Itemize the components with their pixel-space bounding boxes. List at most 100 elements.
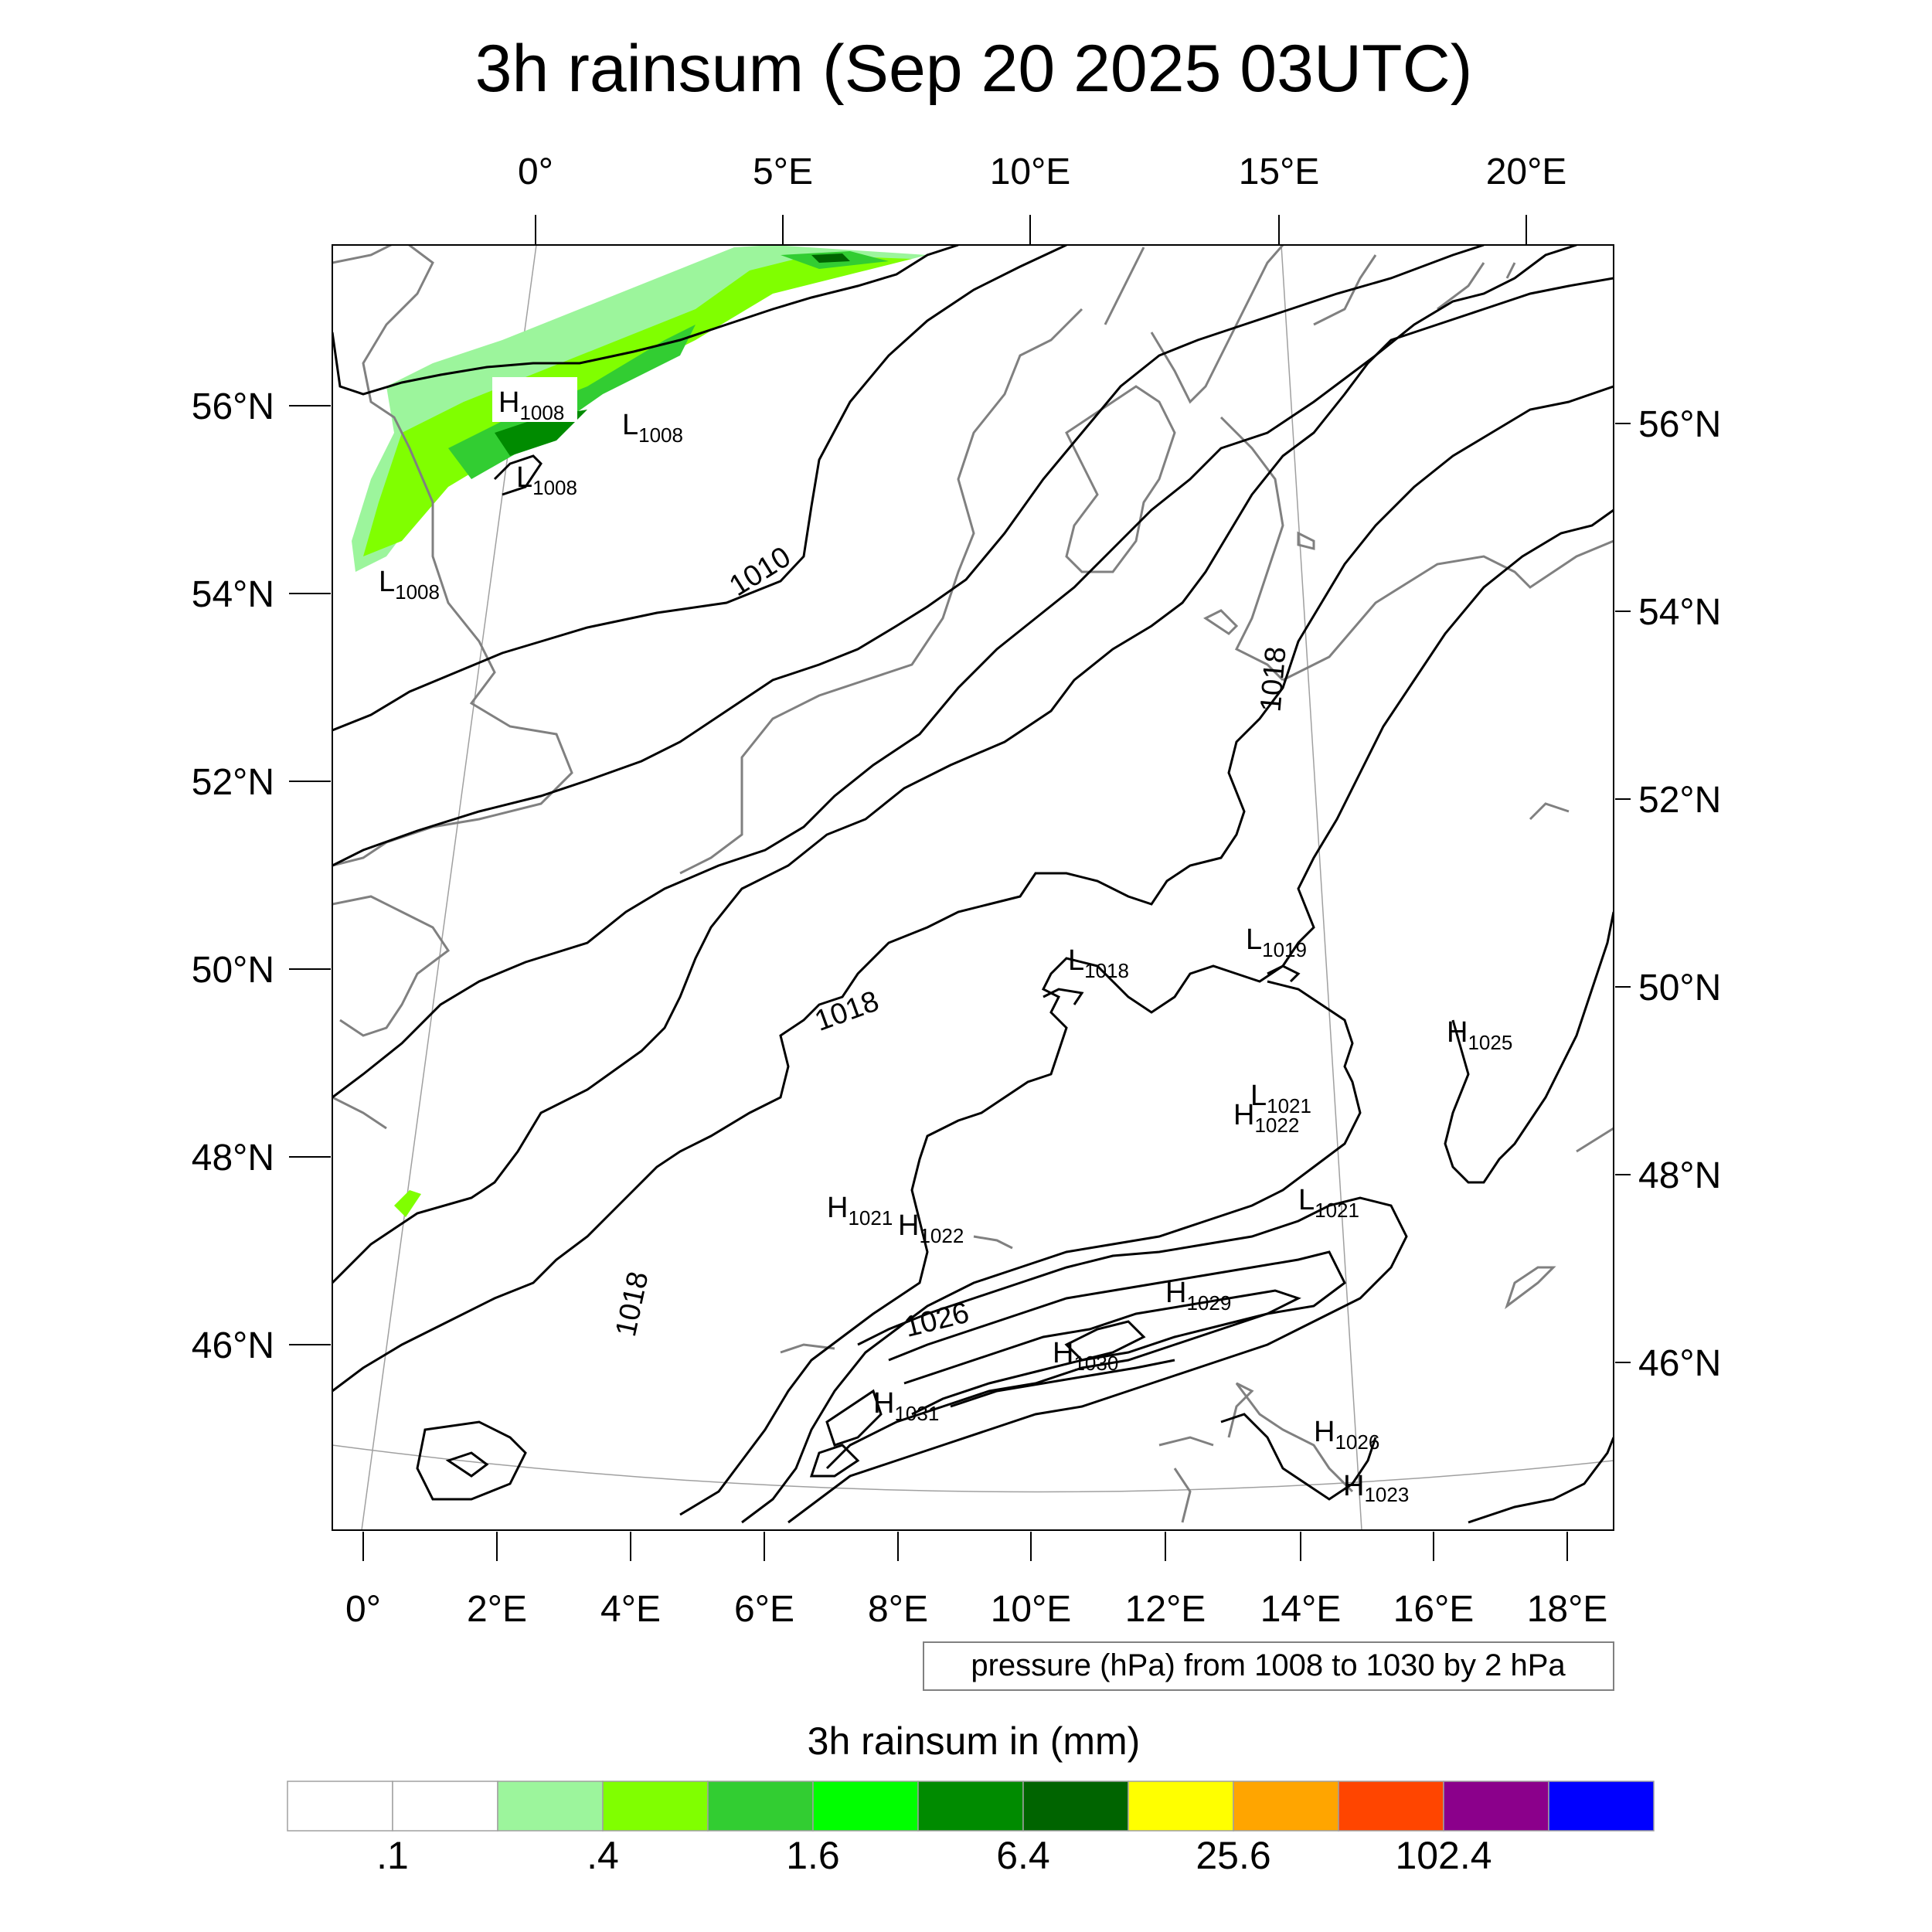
left-lat-label: 52°N (192, 762, 274, 803)
isobars (332, 245, 1614, 1524)
bottom-lon-label: 16°E (1393, 1589, 1475, 1630)
map-title: 3h rainsum (Sep 20 2025 03UTC) (475, 32, 1473, 106)
isobar-center-L1019 (1267, 964, 1301, 983)
right-latitude-axis: 56°N 54°N 52°N 50°N 48°N 46°N (1615, 404, 1721, 1384)
isobar-center-L1008 (493, 454, 543, 496)
graticule (332, 245, 1614, 1530)
bottom-lon-label: 8°E (868, 1589, 928, 1630)
coastlines (332, 245, 1614, 1523)
right-lat-label: 54°N (1638, 592, 1721, 633)
left-lat-label: 50°N (192, 950, 274, 991)
isobar-1018 (332, 385, 1614, 1393)
right-lat-label: 50°N (1638, 968, 1721, 1009)
pressure-center: H1030 (1053, 1337, 1118, 1375)
colorbar-cell (917, 1781, 1024, 1832)
colorbar-cell (1443, 1781, 1549, 1832)
left-lat-label: 48°N (192, 1138, 274, 1179)
pressure-center-box (492, 377, 577, 422)
contour-info-box: pressure (hPa) from 1008 to 1030 by 2 hP… (923, 1641, 1614, 1691)
isobar-alps-1 (787, 1196, 1408, 1524)
pressure-center: H1022 (898, 1209, 964, 1247)
isobar-w-1 (416, 1420, 527, 1501)
isobar-1008 (332, 245, 959, 396)
isobar-1024 (1444, 911, 1614, 1184)
isobar-se-2 (1468, 1437, 1614, 1524)
pressure-center: L1019 (1246, 923, 1307, 961)
bottom-lon-label: 12°E (1125, 1589, 1206, 1630)
map-frame (332, 244, 1614, 1531)
top-lon-label: 0° (518, 151, 553, 192)
colorbar-label: 102.4 (1395, 1834, 1492, 1877)
colorbar-cell (287, 1781, 393, 1832)
contour-info-text: pressure (hPa) from 1008 to 1030 by 2 hP… (971, 1648, 1566, 1682)
contour-label: 1026 (901, 1297, 972, 1344)
pressure-center: L1008 (622, 409, 683, 447)
bottom-lon-label: 6°E (734, 1589, 794, 1630)
contour-label: 1018 (1254, 645, 1292, 713)
bottom-lon-label: 2°E (467, 1589, 527, 1630)
colorbar-title: 3h rainsum in (mm) (808, 1719, 1141, 1763)
pressure-center: L1021 (1250, 1080, 1311, 1117)
isobar-alps-3 (903, 1289, 1301, 1416)
colorbar-label: .4 (587, 1834, 619, 1877)
colorbar-cell (392, 1781, 498, 1832)
colorbar-cell (602, 1781, 709, 1832)
top-lon-label: 10°E (990, 151, 1071, 192)
contour-label: 1018 (811, 985, 883, 1038)
right-lat-label: 52°N (1638, 780, 1721, 821)
pressure-center: H1021 (827, 1192, 893, 1230)
colorbar-cell (1338, 1781, 1444, 1832)
colorbar-cell (1128, 1781, 1234, 1832)
isobar-alps-5 (1064, 1320, 1146, 1362)
colorbar-label: 6.4 (996, 1834, 1050, 1877)
colorbar-label: .1 (376, 1834, 409, 1877)
bottom-lon-label: 14°E (1260, 1589, 1342, 1630)
isobar-1014 (332, 245, 1577, 1099)
top-lon-label: 5°E (753, 151, 813, 192)
isobar-alps-7 (809, 1444, 860, 1478)
isobar-1010 (332, 245, 1067, 732)
isobar-alps-2 (825, 1250, 1346, 1470)
colorbar-label: 25.6 (1196, 1834, 1270, 1877)
pressure-center: L1008 (516, 461, 577, 499)
right-lat-label: 56°N (1638, 404, 1721, 445)
pressure-center: H1029 (1165, 1277, 1231, 1315)
pressure-center: H1025 (1447, 1016, 1512, 1054)
isobar-1016 (332, 277, 1614, 1284)
pressure-center: H1026 (1314, 1416, 1379, 1454)
isobar-w-2 (445, 1451, 489, 1478)
isobar-center-L1018 (1043, 988, 1084, 1005)
contour-label: 1010 (724, 541, 797, 603)
bottom-longitude-axis: 0° 2°E 4°E 6°E 8°E 10°E 12°E 14°E 16°E 1… (345, 1532, 1607, 1630)
left-lat-label: 46°N (192, 1325, 274, 1366)
top-longitude-axis: 0° 5°E 10°E 15°E 20°E (518, 151, 1566, 244)
pressure-center: H1023 (1343, 1470, 1409, 1506)
top-lon-label: 20°E (1486, 151, 1567, 192)
pressure-center: L1008 (379, 566, 440, 604)
pressure-centers: H1008 L1008 L1008 L1008 L1018 L1019 H102… (379, 377, 1512, 1506)
isobar-alps-4 (950, 1359, 1175, 1408)
isobar-1012 (332, 245, 1485, 867)
pressure-center: L1021 (1298, 1184, 1359, 1222)
isobar-1022 (741, 980, 1362, 1524)
isobar-1020 (679, 509, 1614, 1516)
left-latitude-axis: 56°N 54°N 52°N 50°N 48°N 46°N (192, 386, 331, 1366)
bottom-lon-label: 4°E (600, 1589, 661, 1630)
colorbar: 3h rainsum in (mm) .1 .4 1.6 6.4 25.6 10… (287, 1719, 1655, 1877)
right-lat-label: 46°N (1638, 1343, 1721, 1384)
contour-label: 1018 (610, 1269, 655, 1339)
rain-field (352, 245, 927, 1217)
colorbar-cell (1022, 1781, 1129, 1832)
pressure-center: H1022 (1233, 1099, 1299, 1137)
colorbar-cell (497, 1781, 604, 1832)
pressure-center: L1018 (1068, 944, 1129, 982)
colorbar-cell (1548, 1781, 1655, 1832)
colorbar-cells (287, 1781, 1655, 1832)
isobar-alps-6 (825, 1389, 883, 1447)
left-lat-label: 54°N (192, 574, 274, 615)
isobar-se (1220, 1413, 1377, 1501)
left-lat-label: 56°N (192, 386, 274, 427)
right-lat-label: 48°N (1638, 1155, 1721, 1196)
colorbar-label: 1.6 (786, 1834, 840, 1877)
